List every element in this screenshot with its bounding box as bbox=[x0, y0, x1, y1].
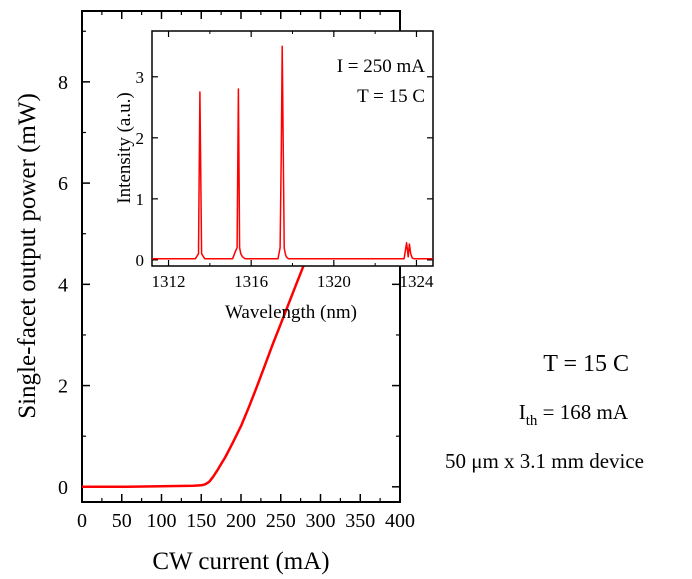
y-tick-label: 4 bbox=[58, 274, 68, 296]
y-tick-label: 0 bbox=[58, 477, 68, 499]
y-tick-label: 2 bbox=[58, 376, 68, 398]
inset-x-tick-label: 1312 bbox=[152, 272, 186, 291]
annotation-threshold-symbol: I bbox=[519, 400, 526, 424]
inset-ticks bbox=[152, 31, 433, 266]
x-tick-label: 0 bbox=[77, 510, 87, 532]
inset-x-axis-label: Wavelength (nm) bbox=[225, 302, 357, 323]
inset-annotation-temperature: T = 15 C bbox=[357, 86, 425, 107]
x-tick-label: 300 bbox=[306, 510, 336, 532]
inset-tick-labels: 1312 1316 1320 1324 0 1 2 3 bbox=[136, 68, 434, 291]
x-tick-label: 350 bbox=[345, 510, 375, 532]
main-tick-labels: 0 50 100 150 200 250 300 350 400 0 2 4 6 8 bbox=[58, 72, 415, 532]
annotation-temperature: T = 15 C bbox=[543, 351, 629, 377]
annotation-threshold-subscript: th bbox=[526, 413, 538, 429]
inset-x-tick-label: 1320 bbox=[317, 272, 351, 291]
inset-y-tick-label: 2 bbox=[136, 129, 145, 148]
inset-y-tick-label: 1 bbox=[136, 190, 145, 209]
inset-series-line bbox=[152, 45, 433, 260]
x-tick-label: 150 bbox=[186, 510, 216, 532]
x-tick-label: 100 bbox=[147, 510, 177, 532]
inset-y-tick-label: 3 bbox=[136, 68, 145, 87]
inset-x-tick-label: 1316 bbox=[234, 272, 268, 291]
annotation-device: 50 μm x 3.1 mm device bbox=[445, 449, 644, 473]
annotation-threshold: Ith = 168 mA bbox=[519, 400, 629, 429]
annotation-threshold-value: = 168 mA bbox=[537, 400, 628, 424]
y-axis-label: Single-facet output power (mW) bbox=[14, 93, 41, 419]
inset-y-axis-label: Intensity (a.u.) bbox=[114, 92, 135, 203]
x-axis-label: CW current (mA) bbox=[152, 548, 329, 575]
x-tick-label: 50 bbox=[112, 510, 132, 532]
y-tick-label: 8 bbox=[58, 72, 68, 94]
inset-annotation-current: I = 250 mA bbox=[337, 56, 426, 77]
x-tick-label: 400 bbox=[385, 510, 415, 532]
inset-x-tick-label: 1324 bbox=[399, 272, 434, 291]
inset-y-tick-label: 0 bbox=[136, 251, 145, 270]
x-tick-label: 200 bbox=[226, 510, 256, 532]
y-tick-label: 6 bbox=[58, 173, 68, 195]
x-tick-label: 250 bbox=[266, 510, 296, 532]
